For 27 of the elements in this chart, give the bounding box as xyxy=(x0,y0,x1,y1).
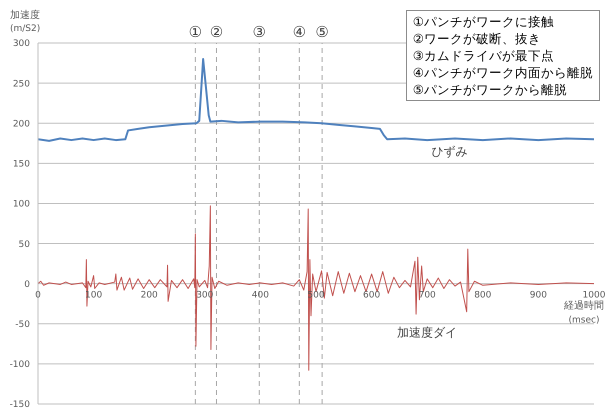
y-tick-label: 50 xyxy=(18,240,30,250)
y-tick-label: -50 xyxy=(15,320,30,330)
y-tick-label: 0 xyxy=(24,280,30,290)
y-tick-label: 150 xyxy=(12,160,30,170)
y-tick-label: 200 xyxy=(12,119,30,130)
x-tick-label: 1000 xyxy=(582,290,606,300)
ref-line-label: ④ xyxy=(292,23,306,41)
series-label: ひずみ xyxy=(431,144,468,159)
ref-line-label: ① xyxy=(188,23,202,41)
x-tick-label: 0 xyxy=(35,290,42,300)
x-tick-label: 600 xyxy=(363,290,380,300)
series-label: 加速度ダイ xyxy=(397,326,458,340)
y-tick-label: 100 xyxy=(12,200,30,210)
ref-line-label: ⑤ xyxy=(315,23,329,41)
y-tick-label: -100 xyxy=(10,360,30,370)
x-tick-label: 400 xyxy=(252,290,270,300)
y-tick-label: 300 xyxy=(12,39,30,50)
x-tick-label: 900 xyxy=(530,290,548,300)
annotation: ①パンチがワークに接触 ②ワークが破断、抜き ③カムドライバが最下点 ④パンチがワーク内面から離脱 ⑤パンチがワークから離脱 xyxy=(406,10,600,101)
x-tick-label: 800 xyxy=(474,290,492,300)
ref-line-label: ③ xyxy=(252,23,266,41)
y-axis-title: 加速度 (m/S2) xyxy=(10,9,40,34)
y-tick-label: -150 xyxy=(10,400,30,410)
x-tick-label: 200 xyxy=(140,290,158,300)
y-tick-label: 250 xyxy=(12,79,30,90)
x-axis-title: 経過時間 (msec) xyxy=(563,300,604,326)
ref-line-label: ② xyxy=(210,23,224,41)
